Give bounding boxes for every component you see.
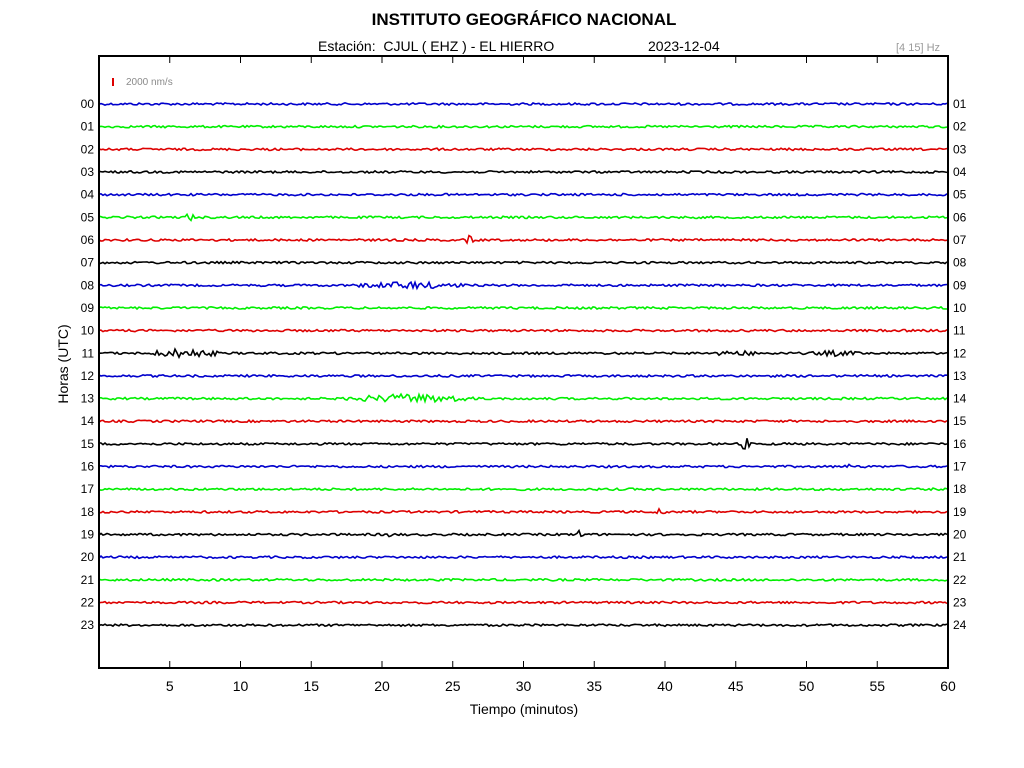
x-tick-label: 30: [516, 678, 532, 694]
x-tick-label: 55: [869, 678, 885, 694]
hour-label-right: 20: [953, 528, 967, 542]
x-tick-label: 40: [657, 678, 673, 694]
hour-label-left: 10: [81, 324, 95, 338]
hour-label-left: 03: [81, 165, 95, 179]
trace-hour-12: [98, 373, 948, 379]
recording-date: 2023-12-04: [648, 38, 720, 54]
x-tick-label: 45: [728, 678, 744, 694]
trace-hour-14: [98, 419, 948, 424]
hour-label-right: 06: [953, 210, 967, 224]
hour-label-left: 07: [81, 256, 95, 270]
hour-label-right: 03: [953, 142, 967, 156]
x-axis-label: Tiempo (minutos): [470, 701, 578, 717]
hour-label-right: 14: [953, 392, 967, 406]
hour-label-left: 16: [81, 460, 95, 474]
x-axis-ticks: 5 10 15 20 25 30 35 40 45 50 55 60: [166, 56, 956, 694]
hour-label-right: 19: [953, 505, 967, 519]
scale-bar-label: 2000 nm/s: [126, 77, 173, 88]
hour-label-left: 13: [81, 392, 95, 406]
trace-hour-03: [98, 169, 948, 175]
trace-hour-13: [98, 392, 948, 405]
x-tick-label: 50: [799, 678, 815, 694]
hour-label-right: 23: [953, 596, 967, 610]
hour-label-right: 11: [953, 324, 966, 338]
trace-hour-23: [98, 623, 948, 628]
hour-label-right: 15: [953, 414, 967, 428]
trace-hour-00: [98, 101, 948, 107]
trace-hour-19: [98, 528, 948, 538]
chart-title: INSTITUTO GEOGRÁFICO NACIONAL: [371, 10, 677, 29]
x-tick-label: 35: [586, 678, 602, 694]
x-tick-label: 10: [233, 678, 249, 694]
trace-hour-21: [98, 577, 948, 582]
trace-hour-17: [98, 486, 948, 492]
x-tick-label: 20: [374, 678, 390, 694]
hour-label-left: 01: [81, 120, 95, 134]
hour-label-left: 22: [81, 596, 95, 610]
hour-label-left: 21: [81, 573, 95, 587]
y-axis-label: Horas (UTC): [55, 324, 71, 403]
hour-label-right: 12: [953, 346, 967, 360]
hour-label-left: 08: [81, 278, 95, 292]
plot-frame: [98, 55, 949, 669]
hour-label-left: 00: [81, 97, 95, 111]
x-tick-label: 60: [940, 678, 956, 694]
hour-label-left: 17: [81, 482, 95, 496]
trace-hour-16: [99, 463, 948, 469]
hour-label-right: 13: [953, 369, 967, 383]
hour-label-left: 05: [81, 210, 95, 224]
trace-hour-04: [98, 192, 948, 197]
x-tick-label: 25: [445, 678, 461, 694]
hour-label-right: 16: [953, 437, 967, 451]
hour-label-right: 07: [953, 233, 967, 247]
trace-hour-02: [98, 147, 948, 152]
trace-hour-18: [99, 507, 948, 515]
trace-hour-06: [98, 234, 948, 245]
hour-label-right: 22: [953, 573, 967, 587]
trace-group: [98, 101, 948, 628]
hour-label-right: 08: [953, 256, 967, 270]
hour-label-right: 02: [953, 120, 967, 134]
trace-hour-05: [98, 212, 948, 222]
hour-label-left: 15: [81, 437, 95, 451]
hour-label-right: 01: [953, 97, 967, 111]
hour-label-left: 23: [81, 618, 95, 632]
hour-label-right: 18: [953, 482, 967, 496]
hour-label-left: 04: [81, 188, 95, 202]
hour-label-left: 18: [81, 505, 95, 519]
filter-band: [4 15] Hz: [896, 42, 941, 54]
trace-hour-20: [98, 555, 948, 560]
hour-label-right: 17: [953, 460, 967, 474]
hour-label-left: 12: [81, 369, 95, 383]
trace-hour-10: [99, 328, 948, 333]
hour-labels: 00 01 01 02 02 03 03 04 04 05 05 06 06 07 07 08 08 09 09 10…: [81, 97, 967, 632]
hour-label-left: 06: [81, 233, 95, 247]
x-tick-label: 5: [166, 678, 174, 694]
hour-label-left: 20: [81, 550, 95, 564]
hour-label-right: 05: [953, 188, 967, 202]
hour-label-left: 19: [81, 528, 95, 542]
station-info: Estación: CJUL ( EHZ ) - EL HIERRO: [318, 38, 555, 54]
hour-label-right: 09: [953, 278, 967, 292]
trace-hour-11: [99, 347, 948, 360]
trace-hour-09: [98, 305, 948, 311]
trace-hour-01: [98, 124, 948, 129]
hour-label-left: 14: [81, 414, 95, 428]
hour-label-left: 11: [82, 346, 95, 360]
x-tick-label: 15: [303, 678, 319, 694]
hour-label-right: 04: [953, 165, 967, 179]
trace-hour-22: [98, 600, 948, 605]
hour-label-right: 24: [953, 618, 967, 632]
hour-label-left: 02: [81, 142, 95, 156]
trace-hour-15: [98, 438, 948, 450]
trace-hour-07: [98, 260, 948, 265]
hour-label-right: 21: [953, 550, 967, 564]
hour-label-right: 10: [953, 301, 967, 315]
trace-hour-08: [98, 280, 948, 291]
hour-label-left: 09: [81, 301, 95, 315]
